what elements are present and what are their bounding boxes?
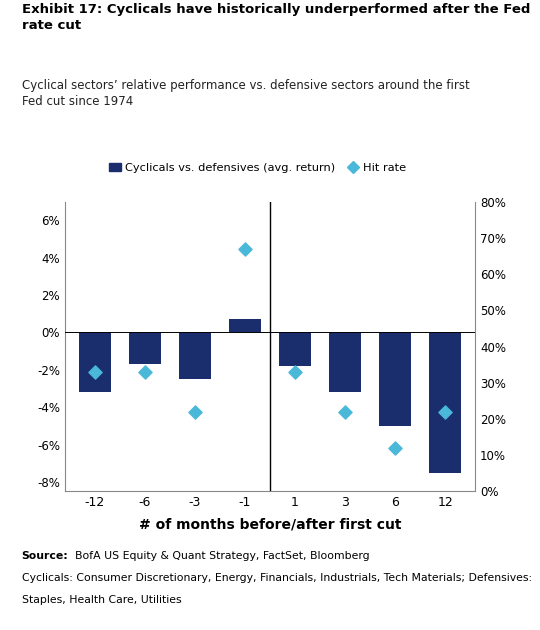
Point xyxy=(241,244,249,254)
Text: Exhibit 17: Cyclicals have historically underperformed after the Fed
rate cut: Exhibit 17: Cyclicals have historically … xyxy=(22,3,530,32)
Point xyxy=(441,407,449,417)
Bar xyxy=(229,319,261,333)
Legend: Cyclicals vs. defensives (avg. return), Hit rate: Cyclicals vs. defensives (avg. return), … xyxy=(105,158,410,177)
Text: Cyclicals: Consumer Discretionary, Energy, Financials, Industrials, Tech Materia: Cyclicals: Consumer Discretionary, Energ… xyxy=(22,573,532,583)
Text: BofA US Equity & Quant Strategy, FactSet, Bloomberg: BofA US Equity & Quant Strategy, FactSet… xyxy=(68,551,369,561)
Point xyxy=(91,367,99,377)
Bar xyxy=(429,333,462,472)
Point xyxy=(291,367,299,377)
Text: Staples, Health Care, Utilities: Staples, Health Care, Utilities xyxy=(22,595,181,605)
Point xyxy=(391,443,400,453)
X-axis label: # of months before/after first cut: # of months before/after first cut xyxy=(139,518,401,532)
Bar xyxy=(179,333,211,379)
Text: Source:: Source: xyxy=(22,551,69,561)
Point xyxy=(140,367,149,377)
Bar xyxy=(279,333,311,366)
Bar xyxy=(379,333,411,426)
Point xyxy=(341,407,349,417)
Bar xyxy=(329,333,361,392)
Text: Cyclical sectors’ relative performance vs. defensive sectors around the first
Fe: Cyclical sectors’ relative performance v… xyxy=(22,79,469,108)
Point xyxy=(191,407,199,417)
Bar xyxy=(78,333,111,392)
Bar xyxy=(129,333,161,364)
